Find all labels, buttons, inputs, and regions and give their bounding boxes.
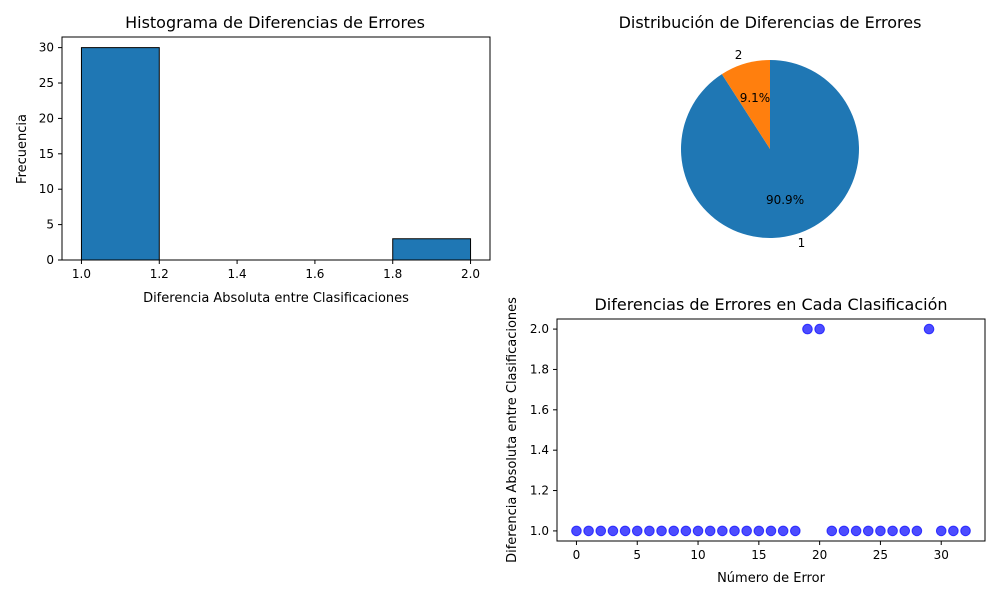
scatter-point — [704, 525, 716, 537]
scatter-point — [583, 525, 594, 537]
scatter-point — [777, 525, 789, 537]
y-tick-label: 15 — [39, 147, 54, 161]
histogram-x-axis-label: Diferencia Absoluta entre Clasificacione… — [143, 291, 409, 306]
y-tick-label: 1.6 — [530, 403, 549, 417]
y-tick-label: 2.0 — [530, 322, 549, 336]
histogram-title: Histograma de Diferencias de Errores — [125, 13, 425, 32]
scatter-chart: Diferencias de Errores en Cada Clasifica… — [505, 295, 986, 586]
scatter-point — [814, 323, 825, 335]
pie-category-label: 1 — [798, 236, 806, 250]
pie-percent-label: 90.9% — [766, 193, 804, 207]
scatter-point — [911, 525, 923, 537]
x-tick-label: 1.2 — [150, 267, 169, 281]
x-tick-label: 1.6 — [305, 267, 324, 281]
scatter-point — [862, 525, 874, 537]
scatter-point — [826, 525, 838, 537]
scatter-point — [571, 525, 582, 537]
pie-slice-2 — [721, 60, 770, 149]
y-tick-label: 10 — [39, 182, 54, 196]
pie-category-label: 2 — [735, 48, 743, 62]
histogram-bar — [392, 238, 472, 261]
y-tick-label: 30 — [39, 41, 54, 55]
pie-percent-label: 9.1% — [740, 91, 771, 105]
scatter-point — [875, 525, 886, 537]
scatter-point — [607, 525, 619, 537]
histogram-chart: Histograma de Diferencias de Errores 1.0… — [15, 13, 491, 306]
y-tick-label: 5 — [46, 218, 54, 232]
scatter-point — [790, 525, 801, 537]
pie-chart: Distribución de Diferencias de Errores 9… — [619, 13, 922, 250]
y-tick-label: 0 — [46, 253, 54, 267]
x-tick-label: 10 — [690, 548, 705, 562]
scatter-point — [729, 525, 740, 537]
scatter-point — [692, 525, 704, 537]
scatter-point — [680, 525, 692, 537]
y-tick-label: 25 — [39, 76, 54, 90]
x-tick-label: 5 — [633, 548, 641, 562]
x-tick-label: 25 — [873, 548, 888, 562]
y-tick-label: 1.4 — [530, 443, 549, 457]
x-tick-label: 2.0 — [461, 267, 480, 281]
scatter-y-axis-label: Diferencia Absoluta entre Clasificacione… — [505, 297, 520, 563]
scatter-point — [887, 525, 898, 537]
scatter-point — [595, 525, 607, 537]
scatter-point — [619, 525, 631, 537]
x-tick-label: 15 — [751, 548, 766, 562]
x-tick-label: 30 — [934, 548, 949, 562]
scatter-point — [765, 525, 777, 537]
scatter-point — [838, 525, 850, 537]
histogram-y-axis-label: Frecuencia — [15, 114, 30, 184]
x-tick-label: 20 — [812, 548, 827, 562]
y-tick-label: 1.2 — [530, 484, 549, 498]
scatter-point — [644, 525, 655, 537]
histogram-bar — [80, 47, 160, 261]
scatter-point — [935, 525, 947, 537]
scatter-point — [753, 525, 765, 537]
scatter-point — [960, 525, 971, 537]
y-tick-label: 1.8 — [530, 362, 549, 376]
scatter-point — [717, 525, 728, 537]
scatter-x-axis-label: Número de Error — [717, 571, 825, 586]
y-tick-label: 1.0 — [530, 524, 549, 538]
x-tick-label: 1.0 — [72, 267, 91, 281]
x-tick-label: 1.4 — [228, 267, 247, 281]
scatter-point — [850, 525, 862, 537]
scatter-axes-frame — [556, 318, 986, 542]
pie-title: Distribución de Diferencias de Errores — [619, 13, 922, 32]
scatter-point — [668, 525, 680, 537]
scatter-point — [656, 525, 667, 537]
scatter-title: Diferencias de Errores en Cada Clasifica… — [594, 295, 947, 314]
scatter-point — [741, 525, 752, 537]
x-tick-label: 0 — [573, 548, 581, 562]
scatter-point — [923, 323, 935, 335]
scatter-point — [948, 525, 959, 537]
x-tick-label: 1.8 — [383, 267, 402, 281]
y-tick-label: 20 — [39, 111, 54, 125]
scatter-point — [899, 525, 911, 537]
histogram-axes-frame — [61, 36, 491, 261]
scatter-point — [802, 323, 813, 335]
scatter-point — [631, 525, 643, 537]
